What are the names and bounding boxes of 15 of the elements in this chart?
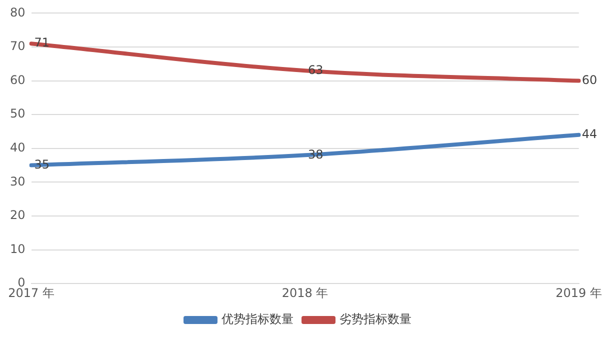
- y-tick-label: 60: [10, 72, 26, 87]
- y-tick-label: 40: [10, 140, 26, 155]
- y-tick-label: 20: [10, 208, 26, 222]
- y-tick-label: 70: [10, 39, 26, 54]
- y-tick-label: 80: [10, 5, 26, 20]
- y-tick-label: 10: [10, 242, 26, 256]
- y-tick-label: 30: [10, 174, 26, 188]
- x-tick-label: 2018 年: [282, 286, 328, 300]
- legend-label: 劣势指标数量: [340, 312, 412, 326]
- y-tick-label: 50: [10, 106, 26, 121]
- data-label: 60: [582, 72, 598, 87]
- data-label: 44: [582, 127, 598, 142]
- x-tick-label: 2017 年: [8, 286, 54, 300]
- x-tick-label: 2019 年: [556, 286, 602, 300]
- legend-label: 优势指标数量: [222, 312, 294, 326]
